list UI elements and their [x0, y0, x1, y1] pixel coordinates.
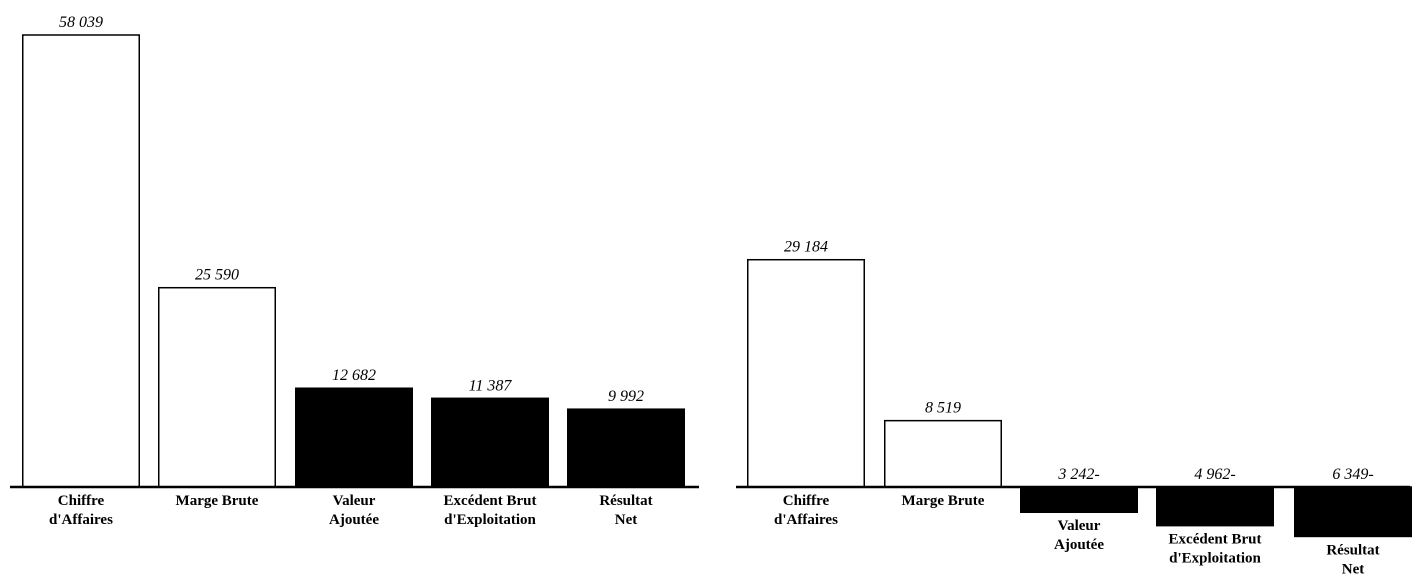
chart-panel-2: 29 184 Chiffre d'Affaires 8 519 Marge Brute 3…	[736, 239, 1412, 577]
data-label: 4 962-	[1194, 466, 1235, 483]
bar	[22, 34, 140, 488]
tick-label-line: Marge Brute	[902, 493, 985, 509]
tick-label: Résultat Net	[599, 493, 652, 528]
chart-panel-1: 58 039 Chiffre d'Affaires 25 590 Marge Brute…	[10, 14, 699, 528]
tick-label-line: Excédent Brut	[444, 493, 537, 509]
data-label: 12 682	[332, 367, 376, 384]
bar	[1156, 486, 1274, 527]
tick-label: Valeur Ajoutée	[329, 493, 379, 528]
tick-label: Marge Brute	[902, 493, 985, 509]
bar	[884, 419, 1002, 488]
data-label: 11 387	[469, 377, 513, 394]
bar	[1294, 486, 1412, 538]
tick-label-line: d'Affaires	[774, 512, 838, 528]
data-label: 3 242-	[1057, 466, 1099, 483]
tick-label-line: Chiffre	[783, 493, 830, 509]
data-label: 29 184	[784, 239, 828, 256]
bar	[158, 286, 276, 488]
tick-label-line: Net	[1342, 561, 1365, 577]
tick-label: Valeur Ajoutée	[1054, 518, 1104, 553]
data-label: 8 519	[925, 400, 961, 417]
tick-label-line: Marge Brute	[176, 493, 259, 509]
tick-label-line: Excédent Brut	[1169, 532, 1262, 548]
data-label: 9 992	[608, 388, 644, 405]
tick-label-line: Ajoutée	[1054, 537, 1104, 553]
tick-label-line: d'Exploitation	[1169, 551, 1261, 567]
tick-label-line: Valeur	[1058, 518, 1101, 534]
bar	[747, 258, 865, 488]
tick-label-line: Résultat	[1326, 542, 1379, 558]
tick-label-line: d'Affaires	[49, 512, 113, 528]
bar	[1020, 486, 1138, 513]
tick-label-line: d'Exploitation	[444, 512, 536, 528]
tick-label: Excédent Brut d'Exploitation	[1169, 532, 1262, 567]
tick-label-line: Valeur	[333, 493, 376, 509]
tick-label: Excédent Brut d'Exploitation	[444, 493, 537, 528]
tick-label-line: Net	[615, 512, 638, 528]
data-label: 58 039	[59, 14, 103, 31]
tick-label: Chiffre d'Affaires	[774, 493, 838, 528]
bar	[295, 387, 413, 488]
tick-label: Marge Brute	[176, 493, 259, 509]
tick-label-line: Résultat	[599, 493, 652, 509]
bar	[567, 408, 685, 488]
tick-label-line: Ajoutée	[329, 512, 379, 528]
tick-label: Résultat Net	[1326, 542, 1379, 577]
data-label: 25 590	[195, 267, 239, 284]
tick-label-line: Chiffre	[58, 493, 105, 509]
bar	[431, 397, 549, 488]
tick-label: Chiffre d'Affaires	[49, 493, 113, 528]
data-label: 6 349-	[1332, 466, 1373, 483]
